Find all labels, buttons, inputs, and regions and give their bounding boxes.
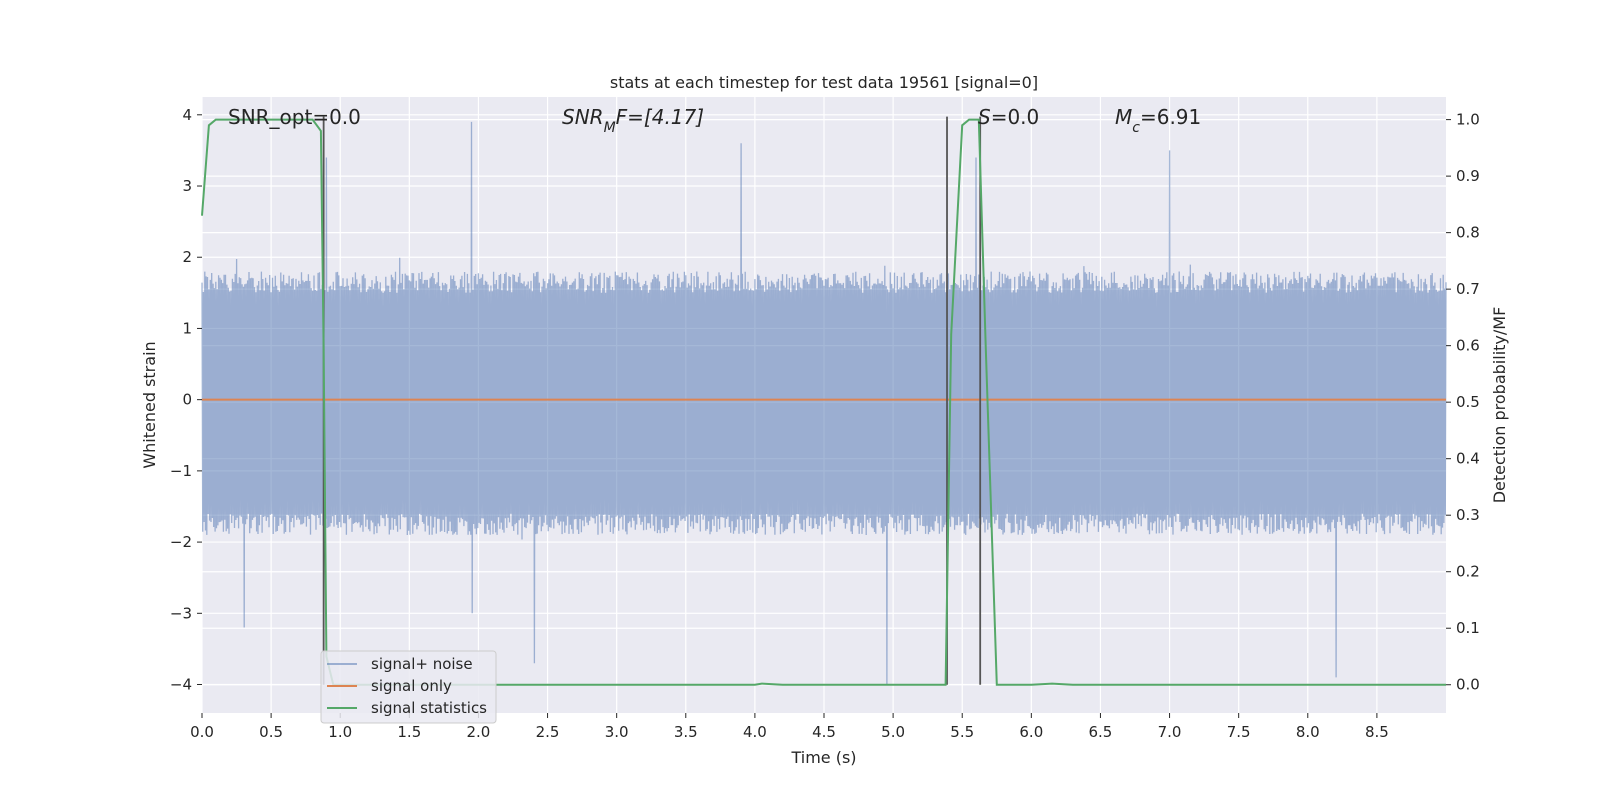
- legend-label-signal-only: signal only: [371, 677, 452, 695]
- y-right-tick-label: 0.8: [1456, 224, 1480, 242]
- annotation-s-italic: S: [978, 105, 991, 129]
- annotation-mc-main: M: [1115, 105, 1132, 129]
- x-tick-label: 0.5: [259, 723, 283, 741]
- legend-box: [320, 650, 497, 724]
- y-right-tick-label: 0.5: [1456, 393, 1480, 411]
- annotation-snr-mf-main: SNR: [562, 105, 604, 129]
- annotation-mc: Mc=6.91: [1115, 105, 1201, 136]
- y-right-tick-label: 0.7: [1456, 280, 1480, 298]
- x-tick-label: 8.5: [1365, 723, 1389, 741]
- y-left-tick-label: −1: [170, 462, 192, 480]
- annotation-snr-opt: SNR_opt=0.0: [228, 105, 361, 129]
- axes: 0.0 0.5 1.0 1.5 2.0 2.5 3.0 3.5 4.0 4.5 5.0 5.5 6.0 6…: [170, 106, 1480, 741]
- annotation-s-rest: =0.0: [991, 105, 1040, 129]
- y-right-tick-label: 0.1: [1456, 619, 1480, 637]
- x-tick-label: 6.5: [1089, 723, 1113, 741]
- y-axis-left-label: Whitened strain: [140, 341, 159, 468]
- x-tick-label: 6.0: [1019, 723, 1043, 741]
- x-tick-label: 3.0: [605, 723, 629, 741]
- x-tick-label: 1.5: [397, 723, 421, 741]
- x-tick-label: 7.0: [1158, 723, 1182, 741]
- y-left-tick-label: −4: [170, 676, 192, 694]
- chart-title: stats at each timestep for test data 195…: [610, 73, 1038, 92]
- annotation-s: S=0.0: [978, 105, 1039, 129]
- y-right-tick-label: 0.0: [1456, 676, 1480, 694]
- x-tick-label: 2.5: [536, 723, 560, 741]
- annotation-mc-sub: c: [1132, 120, 1140, 136]
- legend-label-signal-statistics: signal statistics: [371, 699, 487, 717]
- y-right-tick-label: 1.0: [1456, 111, 1480, 129]
- legend: signal+ noise signal only signal statist…: [320, 650, 497, 724]
- y-left-tick-label: 0: [182, 391, 192, 409]
- x-tick-label: 2.0: [467, 723, 491, 741]
- series-signal-statistics: [201, 118, 1446, 686]
- annotation-snr-mf-sub: M: [604, 120, 616, 136]
- x-tick-label: 5.0: [881, 723, 905, 741]
- y-left-tick-label: −3: [170, 604, 192, 622]
- series-area: [201, 116, 1447, 686]
- y-right-tick-label: 0.3: [1456, 506, 1480, 524]
- y-right-tick-label: 0.9: [1456, 167, 1480, 185]
- x-tick-label: 4.5: [812, 723, 836, 741]
- x-axis-label: Time (s): [790, 748, 856, 767]
- y-left-tick-label: −2: [170, 533, 192, 551]
- x-tick-label: 1.0: [328, 723, 352, 741]
- x-tick-label: 3.5: [674, 723, 698, 741]
- x-tick-label: 5.5: [950, 723, 974, 741]
- y-right-tick-label: 0.4: [1456, 450, 1480, 468]
- y-left-tick-label: 4: [182, 106, 192, 124]
- y-right-tick-label: 0.6: [1456, 337, 1480, 355]
- y-axis-right-label: Detection probability/MF: [1490, 307, 1509, 504]
- x-tick-label: 8.0: [1296, 723, 1320, 741]
- y-left-tick-label: 3: [182, 177, 192, 195]
- legend-label-signal-noise: signal+ noise: [371, 655, 473, 673]
- y-right-tick-label: 0.2: [1456, 563, 1480, 581]
- y-left-tick-label: 2: [182, 248, 192, 266]
- annotation-snr-mf: SNRMF=[4.17]: [562, 105, 704, 136]
- y-left-tick-label: 1: [182, 319, 192, 337]
- x-tick-label: 7.5: [1227, 723, 1251, 741]
- annotation-snr-mf-rest: F=[4.17]: [616, 105, 704, 129]
- x-tick-label: 4.0: [743, 723, 767, 741]
- series-signal-noise: [201, 121, 1447, 685]
- x-tick-label: 0.0: [190, 723, 214, 741]
- annotation-mc-rest: =6.91: [1140, 105, 1201, 129]
